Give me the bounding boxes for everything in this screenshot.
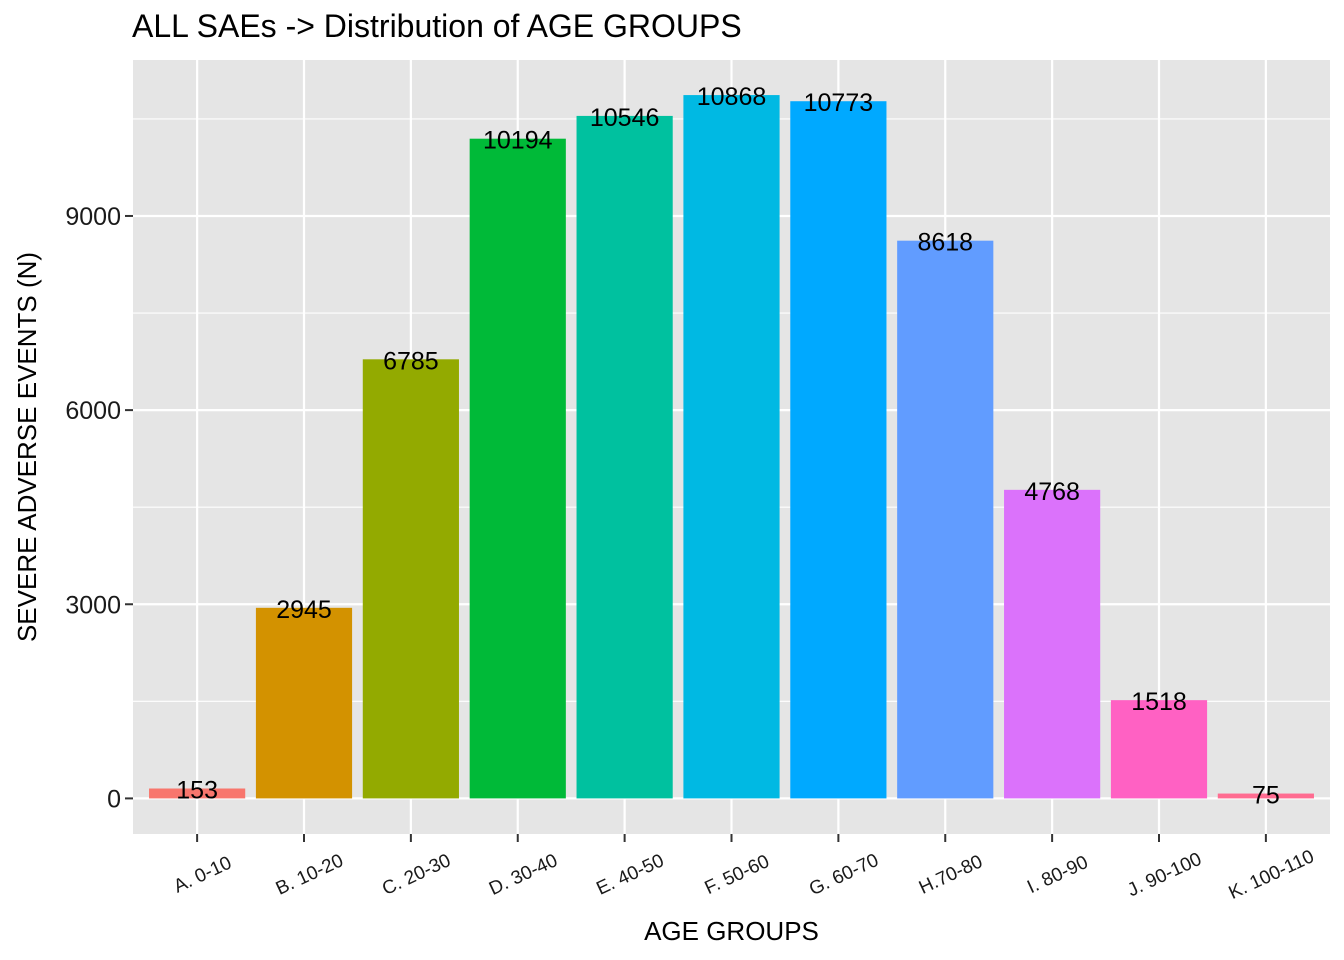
data-label: 153 — [176, 777, 218, 805]
bar — [469, 138, 566, 799]
x-tick-label: J. 90-100 — [1124, 849, 1205, 902]
data-label: 10546 — [590, 104, 660, 132]
x-axis-title: AGE GROUPS — [644, 916, 819, 946]
bar — [362, 359, 459, 799]
bar — [1110, 700, 1208, 799]
data-label: 10773 — [804, 89, 874, 117]
data-label: 2945 — [276, 596, 332, 624]
bar — [576, 115, 673, 799]
x-tick-label: D. 30-40 — [486, 850, 561, 900]
chart-title: ALL SAEs -> Distribution of AGE GROUPS — [132, 8, 742, 44]
y-axis: 0 3000 6000 9000 — [65, 203, 133, 813]
data-label: 8618 — [917, 229, 973, 257]
y-axis-title: SEVERE ADVERSE EVENTS (N) — [12, 252, 42, 642]
data-label: 6785 — [383, 347, 439, 375]
data-label: 10194 — [483, 127, 553, 155]
bar — [149, 788, 246, 799]
x-axis: A. 0-10 B. 10-20 C. 20-30 D. 30-40 E. 40-50 F… — [171, 834, 1318, 904]
bar — [1217, 793, 1314, 799]
y-tick-label: 9000 — [65, 203, 121, 231]
data-label: 4768 — [1024, 478, 1080, 506]
bar — [683, 95, 780, 799]
x-tick-label: C. 20-30 — [379, 850, 454, 900]
bar — [255, 607, 353, 799]
x-tick-label: K. 100-110 — [1226, 846, 1318, 904]
x-tick-label: I. 80-90 — [1024, 852, 1091, 898]
data-label: 1518 — [1131, 688, 1187, 716]
bar — [1004, 489, 1101, 799]
data-label: 75 — [1252, 782, 1280, 810]
y-tick-label: 0 — [107, 785, 121, 813]
data-labels: 153 2945 6785 10194 10546 10868 10773 8618 4768 1… — [176, 83, 1280, 809]
x-tick-label: B. 10-20 — [273, 850, 347, 899]
bars — [149, 95, 1314, 799]
x-tick-label: H.70-80 — [916, 851, 986, 899]
data-label: 10868 — [697, 83, 767, 111]
x-tick-label: A. 0-10 — [171, 853, 235, 898]
y-tick-label: 3000 — [65, 591, 121, 619]
y-tick-label: 6000 — [65, 397, 121, 425]
bar — [897, 240, 994, 799]
x-tick-label: G. 60-70 — [806, 850, 882, 900]
bar — [790, 101, 887, 799]
x-tick-label: E. 40-50 — [593, 850, 667, 899]
x-tick-label: F. 50-60 — [702, 851, 773, 899]
